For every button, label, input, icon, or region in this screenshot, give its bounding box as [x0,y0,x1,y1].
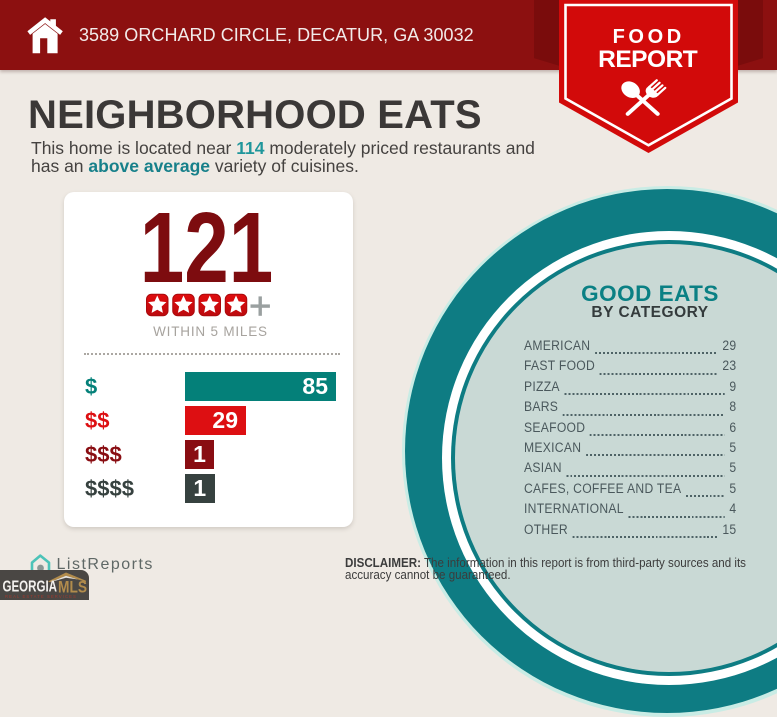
svg-text:FOOD: FOOD [613,26,685,48]
svg-text:REAL ESTATE SERVICES: REAL ESTATE SERVICES [5,594,77,599]
svg-text:REPORT: REPORT [598,46,698,73]
svg-text:GEORGIA: GEORGIA [3,579,58,596]
svg-text:MLS: MLS [58,578,87,596]
